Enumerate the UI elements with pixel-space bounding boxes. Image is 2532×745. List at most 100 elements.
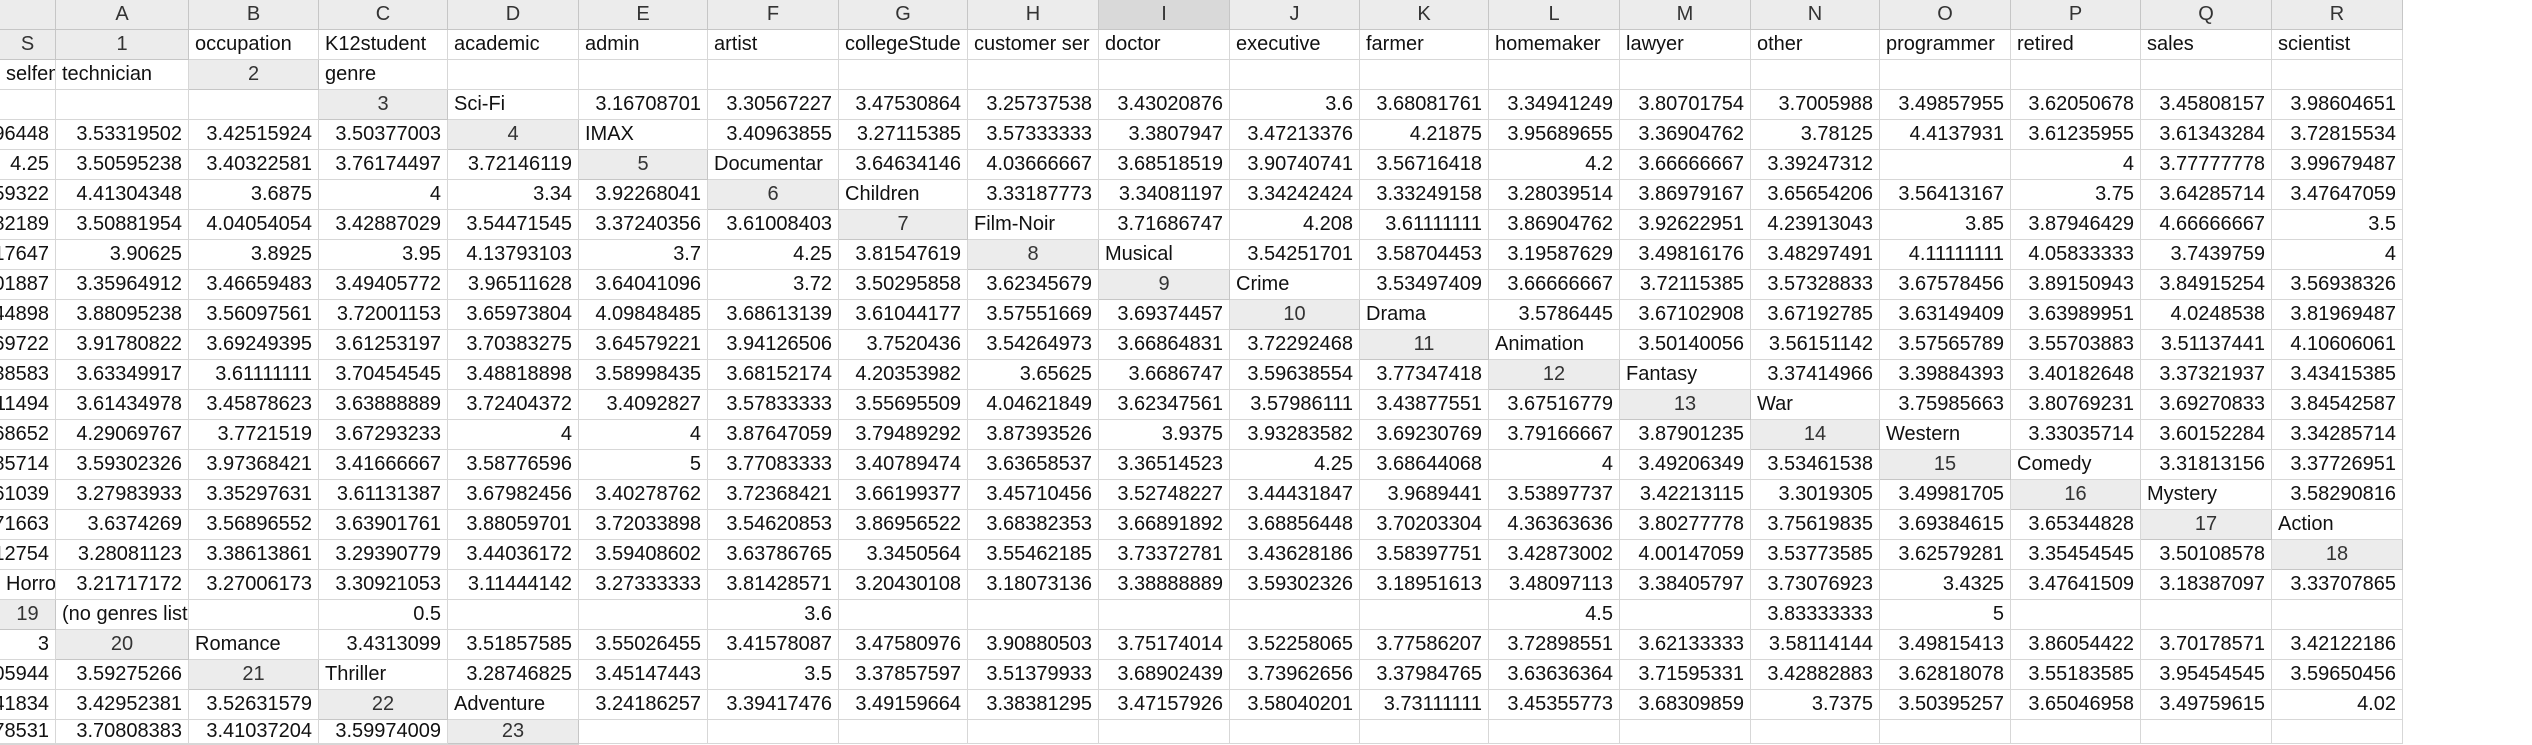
cell-b1[interactable]: K12student: [319, 30, 448, 60]
cell-g15[interactable]: 3.61131387: [319, 480, 448, 510]
cell-k14[interactable]: 3.77083333: [708, 450, 839, 480]
cell-b20[interactable]: 3.4313099: [319, 630, 448, 660]
cell-l11[interactable]: 3.48818898: [448, 360, 579, 390]
cell-r21[interactable]: 3.42952381: [56, 690, 189, 720]
cell-o4[interactable]: 4.25: [0, 150, 56, 180]
cell-s13[interactable]: 3.87901235: [1620, 420, 1751, 450]
cell-n5[interactable]: 3.88559322: [0, 180, 56, 210]
cell-k15[interactable]: 3.66199377: [839, 480, 968, 510]
cell-b19[interactable]: [189, 600, 319, 630]
cell-e9[interactable]: 3.57328833: [1751, 270, 1880, 300]
cell-o7[interactable]: 3.95: [319, 240, 448, 270]
cell-j16[interactable]: 3.86956522: [839, 510, 968, 540]
cell-j9[interactable]: 3.7244898: [0, 300, 56, 330]
cell-k20[interactable]: 3.72898551: [1489, 630, 1620, 660]
cell-j13[interactable]: 4: [448, 420, 579, 450]
cell-n6[interactable]: 3.50881954: [56, 210, 189, 240]
cell-m3[interactable]: 3.62050678: [2011, 90, 2141, 120]
cell-l10[interactable]: 3.61253197: [319, 330, 448, 360]
cell-l5[interactable]: 3.77777778: [2141, 150, 2272, 180]
cell-g5[interactable]: 4.2: [1489, 150, 1620, 180]
cell-p19[interactable]: [2011, 600, 2141, 630]
cell-e12[interactable]: 3.37321937: [2141, 360, 2272, 390]
cell-i18[interactable]: 3.18073136: [968, 570, 1099, 600]
cell-n11[interactable]: 3.68152174: [708, 360, 839, 390]
cell-j11[interactable]: 3.61111111: [189, 360, 319, 390]
cell-i9[interactable]: 3.56938326: [2272, 270, 2403, 300]
cell-r7[interactable]: 4.25: [708, 240, 839, 270]
cell-f12[interactable]: 3.43415385: [2272, 360, 2403, 390]
cell-l16[interactable]: 3.66891892: [1099, 510, 1230, 540]
cell-r1[interactable]: selfemployed: [0, 60, 56, 90]
cell-s14[interactable]: 3.53461538: [1751, 450, 1880, 480]
cell-a19[interactable]: (no genres listed): [56, 600, 189, 630]
cell-k12[interactable]: 3.72404372: [448, 390, 579, 420]
cell-m4[interactable]: 3.61343284: [2141, 120, 2272, 150]
cell-p20[interactable]: 3.70178571: [2141, 630, 2272, 660]
column-header-g[interactable]: G: [839, 0, 968, 30]
cell-o11[interactable]: 4.20353982: [839, 360, 968, 390]
cell-n12[interactable]: 3.55695509: [839, 390, 968, 420]
cell-n16[interactable]: 3.70203304: [1360, 510, 1489, 540]
cell-h5[interactable]: 3.66666667: [1620, 150, 1751, 180]
row-header-4[interactable]: 4: [448, 120, 579, 150]
cell-g13[interactable]: 4.29069767: [56, 420, 189, 450]
cell-h13[interactable]: 3.7721519: [189, 420, 319, 450]
cell-r9[interactable]: 3.57551669: [968, 300, 1099, 330]
cell-m10[interactable]: 3.70383275: [448, 330, 579, 360]
cell-r15[interactable]: 3.3019305: [1751, 480, 1880, 510]
cell-e11[interactable]: 3.55703883: [2011, 330, 2141, 360]
cell-g21[interactable]: 3.68902439: [1099, 660, 1230, 690]
cell-s11[interactable]: 3.77347418: [1360, 360, 1489, 390]
cell-n19[interactable]: 3.83333333: [1751, 600, 1880, 630]
cell-p14[interactable]: 3.68644068: [1360, 450, 1489, 480]
cell-q1[interactable]: scientist: [2272, 30, 2403, 60]
cell-a13[interactable]: War: [1751, 390, 1880, 420]
cell-k16[interactable]: 3.68382353: [968, 510, 1099, 540]
cell-r16[interactable]: 3.69384615: [1880, 510, 2011, 540]
cell-e13[interactable]: 3.84542587: [2272, 390, 2403, 420]
cell-n21[interactable]: 3.55183585: [2011, 660, 2141, 690]
cell-n2[interactable]: [2011, 60, 2141, 90]
cell-k22[interactable]: 3.7375: [1751, 690, 1880, 720]
cell-q2[interactable]: [0, 90, 56, 120]
cell-g2[interactable]: [1099, 60, 1230, 90]
cell-b18[interactable]: 3.21717172: [56, 570, 189, 600]
cell-h4[interactable]: 3.95689655: [1489, 120, 1620, 150]
row-header-3[interactable]: 3: [319, 90, 448, 120]
cell-q9[interactable]: 3.61044177: [839, 300, 968, 330]
cell-m8[interactable]: 3.46659483: [189, 270, 319, 300]
cell-k19[interactable]: [1360, 600, 1489, 630]
cell-f5[interactable]: 3.56716418: [1360, 150, 1489, 180]
column-header-j[interactable]: J: [1230, 0, 1360, 30]
cell-o17[interactable]: 4.00147059: [1620, 540, 1751, 570]
cell-d17[interactable]: 3.38613861: [189, 540, 319, 570]
cell-l13[interactable]: 3.87647059: [708, 420, 839, 450]
cell-s19[interactable]: 3: [0, 630, 56, 660]
cell-e1[interactable]: artist: [708, 30, 839, 60]
cell-d10[interactable]: 3.67192785: [1751, 300, 1880, 330]
cell-k8[interactable]: 3.78301887: [0, 270, 56, 300]
cell-o1[interactable]: retired: [2011, 30, 2141, 60]
cell-a11[interactable]: Animation: [1489, 330, 1620, 360]
cell-o12[interactable]: 4.04621849: [968, 390, 1099, 420]
cell-i3[interactable]: 3.34941249: [1489, 90, 1620, 120]
cell-s10[interactable]: 3.72292468: [1230, 330, 1360, 360]
cell-s1[interactable]: technician: [56, 60, 189, 90]
cell-n14[interactable]: 3.36514523: [1099, 450, 1230, 480]
cell-g4[interactable]: 4.21875: [1360, 120, 1489, 150]
column-header-c[interactable]: C: [319, 0, 448, 30]
cell-l20[interactable]: 3.62133333: [1620, 630, 1751, 660]
cell-o16[interactable]: 4.36363636: [1489, 510, 1620, 540]
column-header-s[interactable]: S: [0, 30, 56, 60]
cell-h15[interactable]: 3.67982456: [448, 480, 579, 510]
column-header-q[interactable]: Q: [2141, 0, 2272, 30]
cell-h11[interactable]: 3.91338583: [0, 360, 56, 390]
cell-d11[interactable]: 3.57565789: [1880, 330, 2011, 360]
cell-c6[interactable]: 3.34081197: [1099, 180, 1230, 210]
cell-h1[interactable]: doctor: [1099, 30, 1230, 60]
row-header-21[interactable]: 21: [189, 660, 319, 690]
column-header-l[interactable]: L: [1489, 0, 1620, 30]
cell-d21[interactable]: 3.5: [708, 660, 839, 690]
cell-c11[interactable]: 3.56151142: [1751, 330, 1880, 360]
